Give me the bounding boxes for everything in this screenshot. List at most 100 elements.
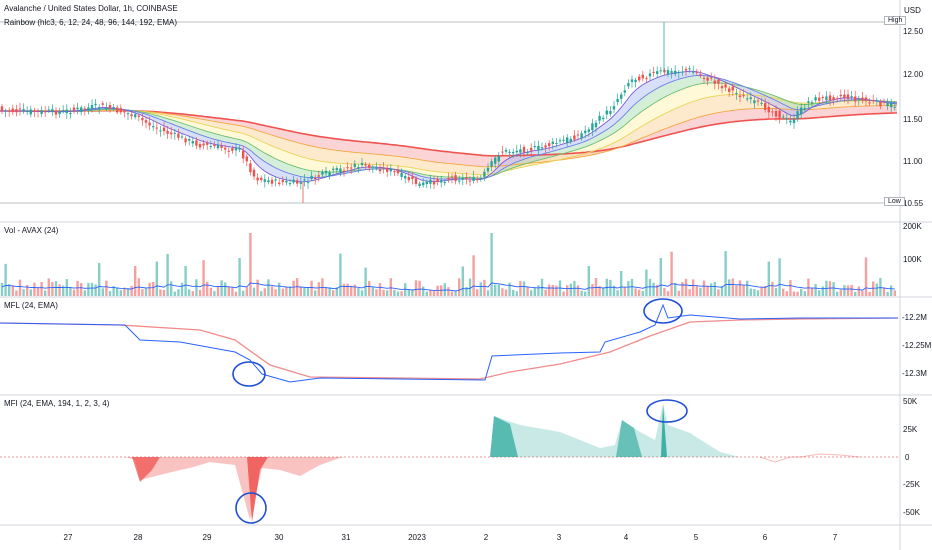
- candle-body: [544, 145, 547, 148]
- volume-bar: [746, 280, 749, 296]
- volume-bar: [800, 288, 803, 296]
- candle-body: [310, 175, 313, 179]
- volume-bar: [551, 285, 554, 296]
- candle-body: [407, 176, 410, 181]
- candle-body: [371, 166, 374, 168]
- candle-body: [792, 119, 796, 123]
- low-value: 10.55: [903, 199, 924, 208]
- candles: [0, 22, 896, 203]
- mfi-small-wiggle: [759, 453, 861, 463]
- volume-bar: [238, 258, 241, 296]
- candle-body: [522, 146, 526, 153]
- candle-body: [436, 178, 439, 183]
- candle-body: [760, 102, 763, 104]
- candle-body: [879, 101, 882, 107]
- candle-body: [580, 133, 583, 139]
- candle-body: [684, 68, 688, 71]
- low-marker: Low: [884, 197, 905, 206]
- annotation-circle-mfi-high: [646, 399, 688, 423]
- candle-body: [659, 70, 662, 72]
- volume-bar: [850, 284, 853, 296]
- volume-bar: [857, 286, 860, 296]
- candle-body: [108, 105, 112, 109]
- volume-bar: [666, 291, 670, 296]
- candle-body: [724, 84, 727, 88]
- candle-body: [188, 139, 191, 141]
- rainbow-bands: [0, 70, 898, 183]
- candle-body: [530, 147, 533, 151]
- volume-bar: [386, 290, 389, 296]
- volume-bar: [886, 291, 889, 296]
- candle-body: [40, 110, 43, 114]
- volume-bar: [695, 285, 698, 296]
- candle-body: [638, 76, 641, 81]
- volume-bar: [249, 233, 252, 296]
- volume-bar: [242, 290, 245, 296]
- candle-body: [882, 101, 886, 103]
- candle-body: [0, 106, 4, 111]
- time-axis: 27 28 29 30 31 2023 2 3 4 5 6 7: [64, 533, 838, 542]
- candle-body: [335, 168, 338, 171]
- volume-bar: [54, 281, 58, 296]
- candle-body: [36, 110, 40, 112]
- time-tick: 27: [64, 533, 73, 542]
- candle-body: [494, 157, 497, 164]
- volume-bar: [436, 285, 439, 296]
- candle-body: [306, 182, 310, 184]
- candle-body: [573, 135, 576, 140]
- candle-body: [389, 168, 392, 172]
- candle-body: [332, 168, 335, 171]
- candle-body: [774, 111, 778, 117]
- candle-body: [566, 137, 569, 143]
- candle-body: [483, 171, 486, 177]
- volume-bar: [134, 266, 137, 296]
- candle-body: [501, 151, 504, 153]
- volume-bar: [612, 285, 616, 296]
- candle-body: [634, 79, 637, 83]
- price-tick: 11.00: [903, 157, 923, 166]
- volume-bar: [141, 289, 144, 296]
- volume-bar: [465, 286, 468, 296]
- volume-bar: [353, 284, 356, 296]
- candle-body: [666, 70, 670, 75]
- volume-bar: [872, 281, 875, 296]
- volume-bar: [4, 263, 7, 296]
- rainbow-line: [0, 105, 897, 168]
- mfi-tick: 50K: [903, 397, 918, 406]
- volume-bar: [310, 280, 313, 296]
- volume-bar: [530, 290, 533, 296]
- candle-body: [44, 111, 47, 113]
- volume-bar: [108, 291, 112, 296]
- volume-bar: [112, 286, 115, 296]
- volume-bar: [198, 289, 202, 296]
- volume-bar: [663, 287, 666, 296]
- candle-body: [368, 164, 371, 168]
- candle-body: [404, 176, 407, 179]
- volume-bar: [126, 288, 130, 296]
- volume-bar: [364, 267, 367, 296]
- volume-bar: [616, 290, 619, 296]
- candle-body: [702, 77, 706, 79]
- candle-body: [22, 109, 25, 111]
- time-tick: 4: [624, 533, 629, 542]
- candle-body: [256, 177, 259, 181]
- mfi-tick: -25K: [903, 480, 921, 489]
- mfl-pane-title: MFL (24, EMA): [4, 301, 58, 310]
- candle-body: [11, 108, 14, 113]
- volume-bar: [846, 285, 850, 296]
- volume-bar: [360, 290, 364, 296]
- volume-bar: [411, 290, 414, 296]
- volume-bar: [764, 285, 767, 296]
- mfl-tick: -12.2M: [902, 313, 927, 322]
- candle-body: [414, 178, 418, 184]
- volume-bar: [555, 285, 558, 296]
- volume-bar: [314, 290, 317, 296]
- candle-body: [90, 104, 94, 110]
- volume-bar: [767, 261, 770, 296]
- candle-body: [278, 182, 281, 185]
- mfi-negative-area: [247, 457, 268, 522]
- volume-bar: [332, 290, 335, 296]
- volume-bar: [544, 289, 547, 296]
- candle-body: [418, 183, 421, 186]
- candle-body: [738, 95, 742, 98]
